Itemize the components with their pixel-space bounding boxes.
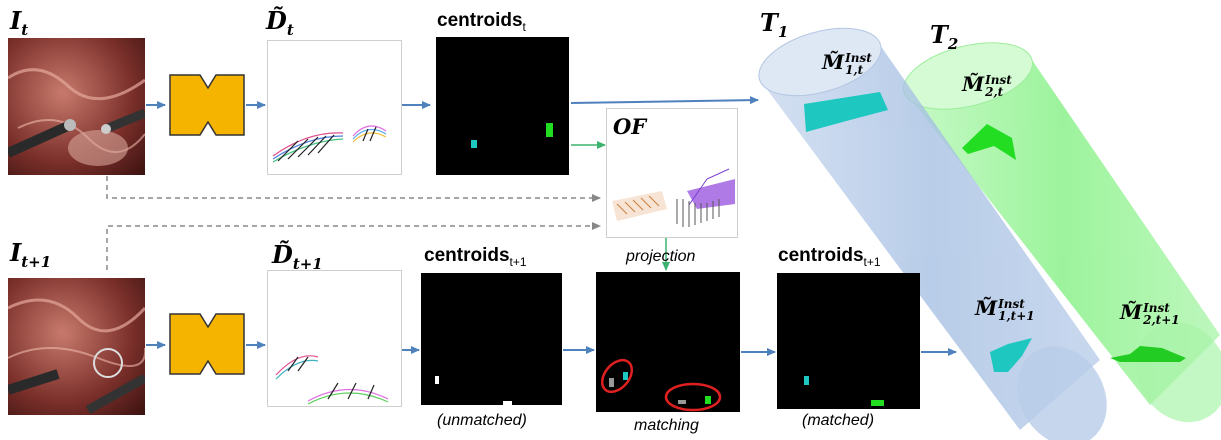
centroid-cyan-1 bbox=[623, 372, 628, 380]
centroid-grey-1 bbox=[609, 378, 614, 387]
label-tube-2: T2 bbox=[930, 20, 959, 53]
centroid-white-1 bbox=[435, 376, 439, 384]
depth-map-t1 bbox=[267, 270, 402, 407]
dashed-image-t1-to-of bbox=[106, 222, 601, 270]
centroids-t1-unmatched-panel bbox=[421, 273, 562, 405]
caption-unmatched: (unmatched) bbox=[437, 412, 527, 429]
label-image-t: It bbox=[10, 6, 29, 39]
encoder-t bbox=[169, 74, 245, 136]
label-mask-1-t1: M̃ Inst 1,t+1 bbox=[975, 296, 1035, 323]
mask-2-t1 bbox=[1110, 346, 1186, 362]
label-centroids-t1-matched: centroidst+1 bbox=[778, 245, 881, 269]
caption-matching: matching bbox=[634, 417, 699, 434]
encoder-t1 bbox=[169, 313, 245, 375]
label-optical-flow: OF bbox=[613, 114, 647, 139]
centroids-t-panel bbox=[436, 37, 569, 175]
label-depth-t: D̃t bbox=[266, 6, 294, 39]
match-ring-1 bbox=[600, 358, 634, 394]
centroid-white-2 bbox=[503, 401, 512, 405]
surgical-scene-t1-graphic bbox=[8, 298, 145, 414]
mask-2-t bbox=[962, 124, 1016, 160]
mask-1-t1 bbox=[990, 338, 1032, 372]
label-tube-1: T1 bbox=[760, 8, 789, 41]
match-ring-2 bbox=[664, 382, 722, 412]
centroid-green-matched bbox=[871, 400, 884, 406]
label-mask-2-t1: M̃ Inst 2,t+1 bbox=[1120, 300, 1180, 327]
optical-flow-panel bbox=[606, 108, 738, 238]
dashed-image-t-to-of bbox=[106, 176, 601, 202]
label-centroids-t: centroidst bbox=[437, 10, 526, 34]
tube-1 bbox=[758, 27, 1107, 440]
label-depth-t1: D̃t+1 bbox=[272, 240, 323, 273]
mask-1-t bbox=[804, 92, 888, 132]
label-mask-2-t: M̃ Inst 2,t bbox=[962, 72, 1012, 99]
centroid-green-1 bbox=[705, 396, 711, 404]
centroid-cyan bbox=[471, 140, 477, 148]
caption-matched: (matched) bbox=[802, 412, 875, 429]
surgical-scene-t-graphic bbox=[8, 68, 145, 166]
label-mask-1-t: M̃ Inst 1,t bbox=[822, 50, 872, 77]
centroid-green bbox=[546, 123, 553, 137]
input-image-t bbox=[8, 38, 145, 175]
label-centroids-t1: centroidst+1 bbox=[424, 245, 527, 269]
input-image-t1 bbox=[8, 278, 145, 415]
optical-flow-graphic bbox=[612, 168, 735, 227]
centroid-grey-2 bbox=[678, 400, 686, 404]
centroid-cyan-matched bbox=[804, 376, 809, 385]
depth-map-t-graphic bbox=[272, 125, 387, 163]
depth-map-t1-graphic bbox=[275, 355, 389, 405]
caption-projection: projection bbox=[626, 248, 696, 265]
arrow-centroids-to-tube bbox=[570, 96, 759, 105]
depth-map-t bbox=[267, 40, 402, 175]
label-image-t1: It+1 bbox=[10, 238, 52, 271]
centroids-t1-matched-panel bbox=[777, 273, 920, 409]
